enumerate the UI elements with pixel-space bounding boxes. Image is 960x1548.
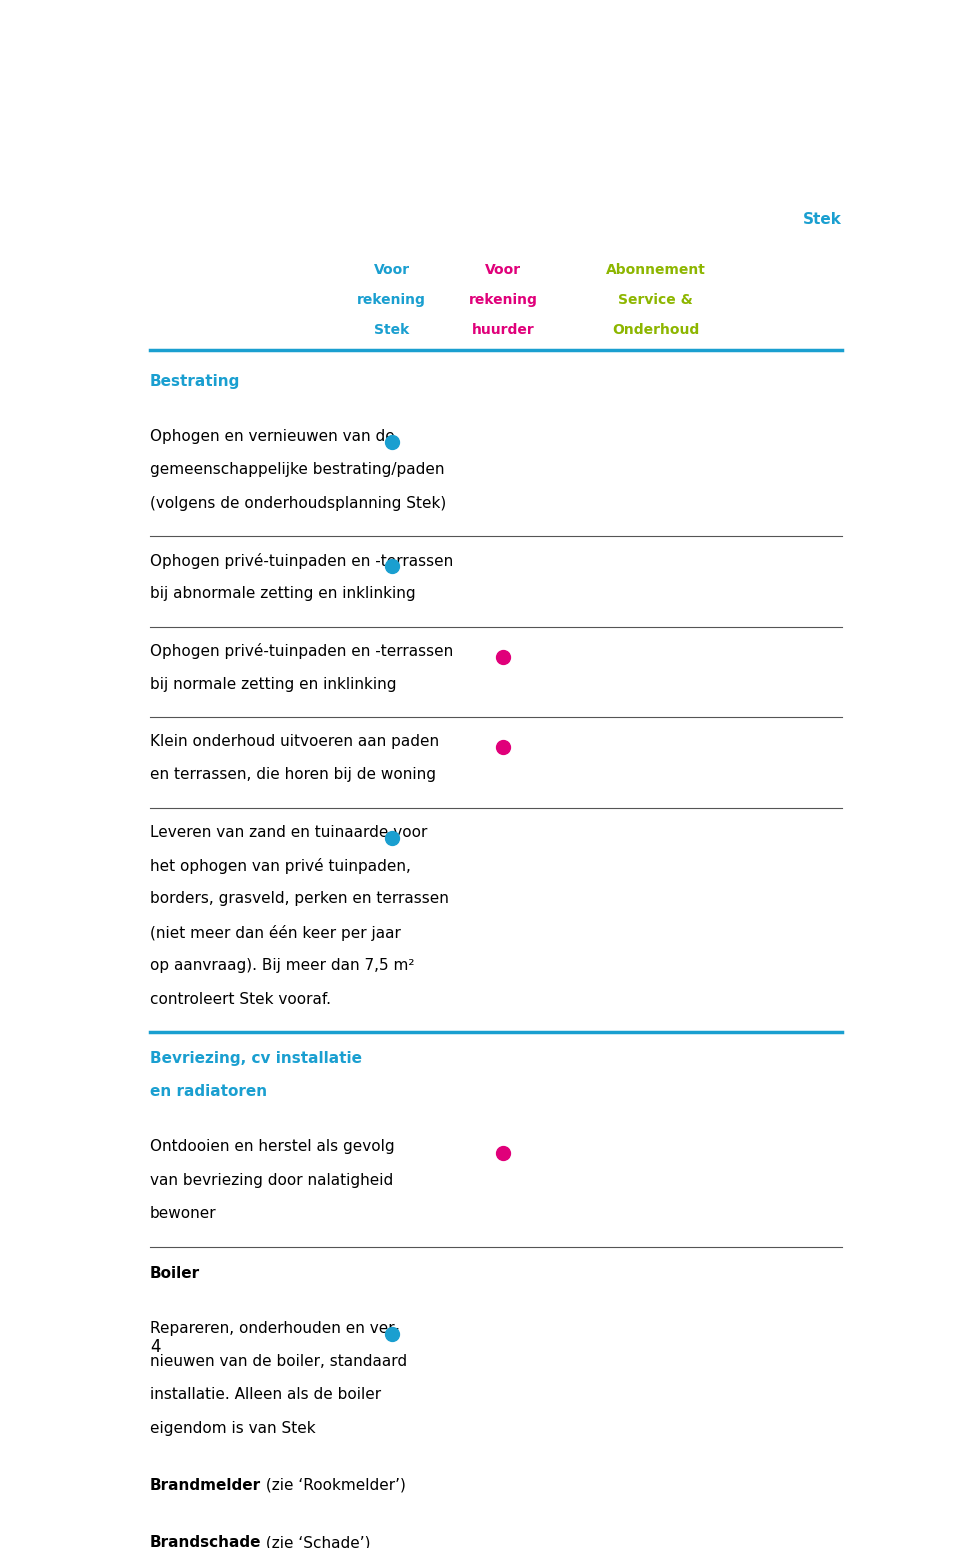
Text: eigendom is van Stek: eigendom is van Stek xyxy=(150,1421,316,1435)
Text: Boiler: Boiler xyxy=(150,1266,200,1280)
Text: Klein onderhoud uitvoeren aan paden: Klein onderhoud uitvoeren aan paden xyxy=(150,734,439,749)
Text: controleert Stek vooraf.: controleert Stek vooraf. xyxy=(150,992,331,1006)
Text: Voor: Voor xyxy=(373,263,410,277)
Text: op aanvraag). Bij meer dan 7,5 m²: op aanvraag). Bij meer dan 7,5 m² xyxy=(150,958,415,974)
Text: (niet meer dan één keer per jaar: (niet meer dan één keer per jaar xyxy=(150,924,400,941)
Text: Stek: Stek xyxy=(374,324,409,337)
Text: en radiatoren: en radiatoren xyxy=(150,1085,267,1099)
Text: gemeenschappelijke bestrating/paden: gemeenschappelijke bestrating/paden xyxy=(150,463,444,477)
Text: Bestrating: Bestrating xyxy=(150,375,240,389)
Text: bij abnormale zetting en inklinking: bij abnormale zetting en inklinking xyxy=(150,587,416,601)
Text: Leveren van zand en tuinaarde voor: Leveren van zand en tuinaarde voor xyxy=(150,825,427,839)
Text: installatie. Alleen als de boiler: installatie. Alleen als de boiler xyxy=(150,1387,381,1402)
Text: Onderhoud: Onderhoud xyxy=(612,324,699,337)
Text: Repareren, onderhouden en ver-: Repareren, onderhouden en ver- xyxy=(150,1320,399,1336)
Text: van bevriezing door nalatigheid: van bevriezing door nalatigheid xyxy=(150,1173,393,1187)
Text: 4: 4 xyxy=(150,1339,160,1356)
Text: borders, grasveld, perken en terrassen: borders, grasveld, perken en terrassen xyxy=(150,892,448,907)
Text: Stek: Stek xyxy=(803,212,842,228)
Text: Brandmelder: Brandmelder xyxy=(150,1478,261,1492)
Text: Ophogen en vernieuwen van de: Ophogen en vernieuwen van de xyxy=(150,429,395,444)
Text: en terrassen, die horen bij de woning: en terrassen, die horen bij de woning xyxy=(150,768,436,782)
Text: Ophogen privé-tuinpaden en -terrassen: Ophogen privé-tuinpaden en -terrassen xyxy=(150,644,453,659)
Text: het ophogen van privé tuinpaden,: het ophogen van privé tuinpaden, xyxy=(150,858,411,875)
Text: (volgens de onderhoudsplanning Stek): (volgens de onderhoudsplanning Stek) xyxy=(150,495,446,511)
Text: (zie ‘Schade’): (zie ‘Schade’) xyxy=(261,1536,371,1548)
Text: Voor: Voor xyxy=(485,263,521,277)
Text: Service &: Service & xyxy=(618,293,693,307)
Text: (zie ‘Rookmelder’): (zie ‘Rookmelder’) xyxy=(261,1478,406,1492)
Text: Ontdooien en herstel als gevolg: Ontdooien en herstel als gevolg xyxy=(150,1139,395,1155)
Text: huurder: huurder xyxy=(471,324,535,337)
Text: nieuwen van de boiler, standaard: nieuwen van de boiler, standaard xyxy=(150,1354,407,1368)
Text: Abonnement: Abonnement xyxy=(606,263,706,277)
Text: bij normale zetting en inklinking: bij normale zetting en inklinking xyxy=(150,676,396,692)
Text: Bevriezing, cv installatie: Bevriezing, cv installatie xyxy=(150,1051,362,1067)
Text: Brandschade: Brandschade xyxy=(150,1536,261,1548)
Text: rekening: rekening xyxy=(357,293,426,307)
Text: bewoner: bewoner xyxy=(150,1206,216,1221)
Text: Ophogen privé-tuinpaden en -terrassen: Ophogen privé-tuinpaden en -terrassen xyxy=(150,553,453,568)
Text: rekening: rekening xyxy=(468,293,538,307)
